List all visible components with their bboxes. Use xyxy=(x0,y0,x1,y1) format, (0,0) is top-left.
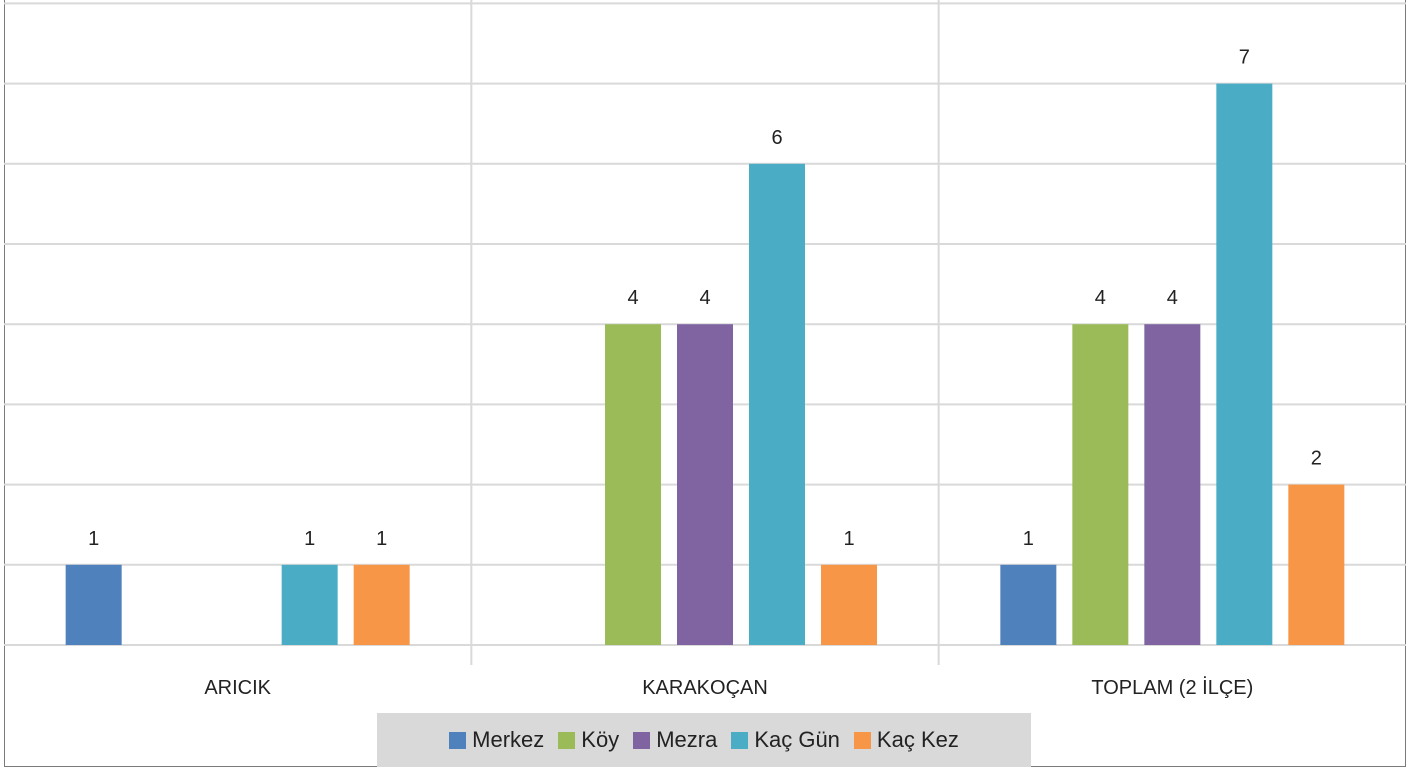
legend-item: Köy xyxy=(558,727,619,753)
legend-label: Kaç Kez xyxy=(876,727,959,752)
data-label: 1 xyxy=(376,528,387,550)
data-label: 1 xyxy=(304,528,315,550)
data-label: 4 xyxy=(699,287,710,309)
bar xyxy=(677,324,733,645)
data-label: 1 xyxy=(1023,528,1034,550)
data-label: 4 xyxy=(627,287,638,309)
bar xyxy=(1000,564,1057,645)
legend-label: Köy xyxy=(581,727,620,752)
legend-label: Kaç Gün xyxy=(754,727,840,752)
bar xyxy=(605,324,661,645)
data-label: 1 xyxy=(843,528,854,550)
legend-item: Mezra xyxy=(633,727,717,753)
legend: Merkez Köy Mezra Kaç Gün Kaç Kez xyxy=(377,713,1031,767)
legend-item: Kaç Gün xyxy=(731,727,840,753)
bar xyxy=(1288,484,1345,645)
legend-label: Merkez xyxy=(472,727,545,752)
bar xyxy=(281,564,338,645)
legend-swatch xyxy=(449,731,467,749)
legend-item: Kaç Kez xyxy=(853,727,959,753)
legend-label: Mezra xyxy=(656,727,718,752)
category-labels: ARICIK KARAKOÇAN TOPLAM (2 İLÇE) xyxy=(204,676,1253,699)
bar xyxy=(749,163,805,646)
bars xyxy=(65,83,1345,646)
data-label: 4 xyxy=(1167,287,1178,309)
bar xyxy=(821,564,877,645)
category-label: KARAKOÇAN xyxy=(642,677,768,699)
legend-swatch xyxy=(558,731,576,749)
bar xyxy=(1144,324,1201,645)
category-label: TOPLAM (2 İLÇE) xyxy=(1091,676,1253,699)
data-labels: 1 1 1 4 4 6 1 1 4 4 7 2 xyxy=(88,47,1322,550)
bar xyxy=(353,564,410,645)
data-label: 2 xyxy=(1311,448,1322,470)
category-label: ARICIK xyxy=(204,677,271,699)
data-label: 4 xyxy=(1095,287,1106,309)
legend-swatch xyxy=(633,731,651,749)
data-label: 6 xyxy=(771,127,782,149)
legend-swatch xyxy=(731,731,749,749)
data-label: 1 xyxy=(88,528,99,550)
bar xyxy=(1072,324,1129,645)
bar xyxy=(1216,83,1273,646)
legend-swatch xyxy=(853,731,871,749)
legend-item: Merkez xyxy=(449,727,544,753)
data-label: 7 xyxy=(1239,47,1250,69)
bar xyxy=(65,564,122,645)
